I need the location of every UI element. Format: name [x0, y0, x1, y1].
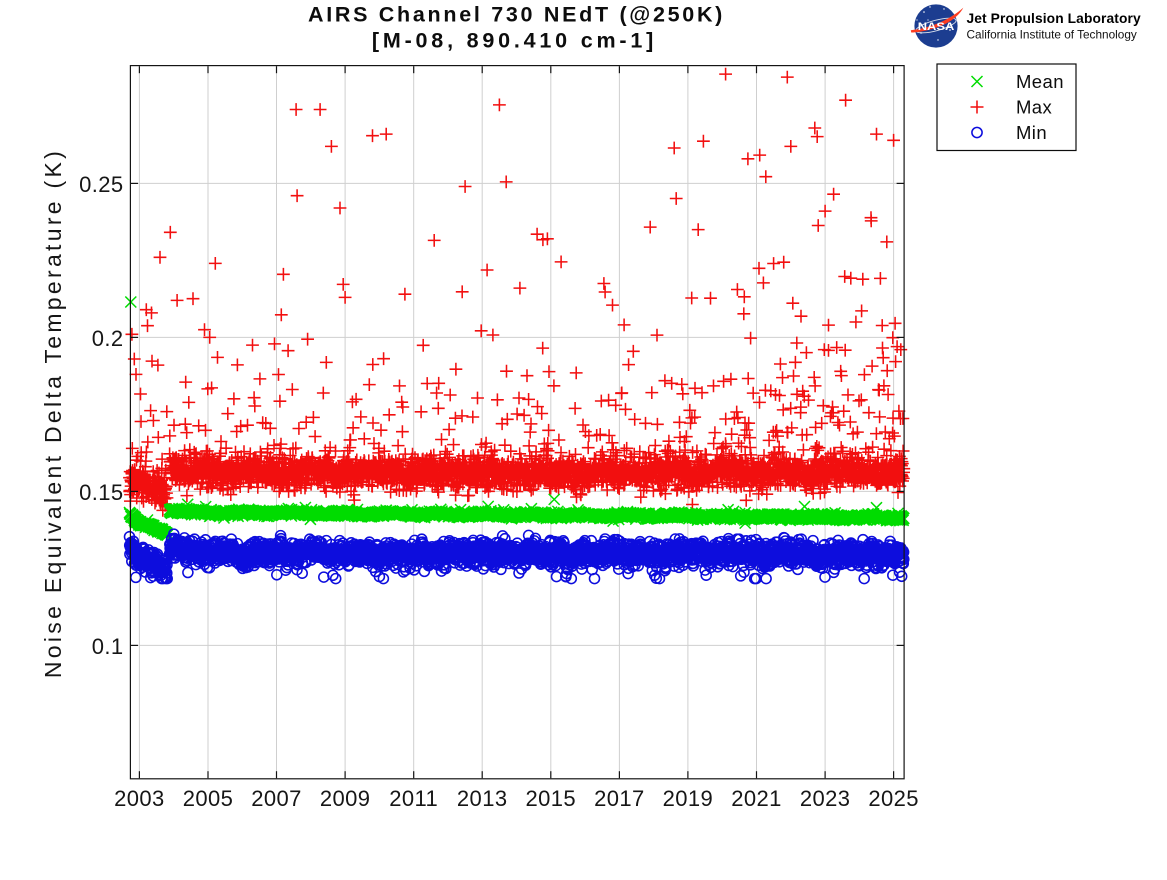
svg-text:2015: 2015: [526, 786, 577, 811]
svg-text:2023: 2023: [800, 786, 851, 811]
svg-text:Jet Propulsion Laboratory: Jet Propulsion Laboratory: [967, 11, 1141, 26]
svg-text:2013: 2013: [457, 786, 508, 811]
svg-text:NASA: NASA: [918, 21, 955, 33]
svg-text:2019: 2019: [663, 786, 714, 811]
svg-text:2007: 2007: [251, 786, 302, 811]
svg-text:0.15: 0.15: [79, 480, 123, 505]
svg-text:2017: 2017: [594, 786, 645, 811]
svg-text:2011: 2011: [389, 786, 438, 811]
svg-text:Max: Max: [1016, 97, 1052, 118]
svg-text:AIRS Channel 730 NEdT (@250K): AIRS Channel 730 NEdT (@250K): [308, 3, 725, 27]
svg-text:Mean: Mean: [1016, 71, 1064, 92]
svg-text:Min: Min: [1016, 122, 1047, 143]
svg-text:0.25: 0.25: [79, 172, 123, 197]
svg-text:2003: 2003: [114, 786, 165, 811]
svg-text:[M-08, 890.410 cm-1]: [M-08, 890.410 cm-1]: [372, 29, 657, 53]
svg-text:2021: 2021: [731, 786, 782, 811]
svg-text:2025: 2025: [868, 786, 919, 811]
svg-text:2009: 2009: [320, 786, 371, 811]
svg-text:2005: 2005: [183, 786, 234, 811]
svg-text:0.2: 0.2: [92, 326, 124, 351]
svg-text:California Institute of Techno: California Institute of Technology: [967, 28, 1137, 42]
svg-text:0.1: 0.1: [92, 634, 124, 659]
svg-text:Noise Equivalent Delta Tempera: Noise Equivalent Delta Temperature (K): [40, 148, 66, 678]
